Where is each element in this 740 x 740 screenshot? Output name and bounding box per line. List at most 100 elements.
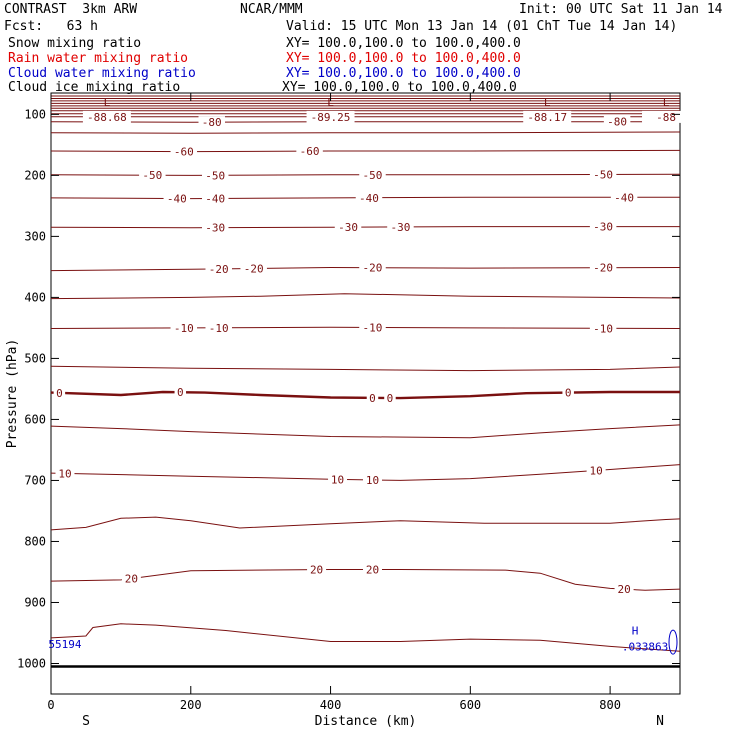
contour-label: -50 [205, 169, 225, 182]
contour-line--30.5 [50, 293, 681, 300]
legend-snow-label: Snow mixing ratio [8, 36, 142, 51]
contour-label: -10 [593, 322, 613, 335]
contour-label-bg [614, 583, 634, 596]
north-label: N [656, 714, 664, 729]
extremum-value: -88.17 [527, 111, 567, 124]
contour-labels: -80 -80-60 -60-50 -50 -50 -50-40 -40 -40 -40-30-… [53, 115, 638, 596]
contour-label-bg [170, 145, 198, 158]
contour-label: -80 [202, 116, 222, 129]
contour-label: -50 [142, 169, 162, 182]
contour-label-bg [589, 322, 617, 335]
y-tick-label: 600 [24, 412, 46, 426]
y-tick-label: 400 [24, 290, 46, 304]
contour-label: -20 [244, 263, 264, 276]
contour-label: 0 [56, 387, 63, 400]
contour-label: -40 [167, 192, 187, 205]
y-tick-label: 200 [24, 168, 46, 182]
contour-line--60 [50, 149, 681, 153]
contour-label-bg [603, 115, 631, 128]
contour-label: 20 [366, 564, 379, 577]
y-axis-title: Pressure (hPa) [5, 339, 20, 449]
model-title: CONTRAST 3km ARW [4, 2, 138, 17]
y-tick-label: 500 [24, 351, 46, 365]
contour-line--5 [50, 365, 681, 372]
contour-label-bg [53, 386, 66, 399]
contour-label: -40 [205, 192, 225, 205]
contour-line--40 [50, 196, 680, 200]
contour-label: -30 [338, 221, 358, 234]
contour-label: -30 [391, 221, 411, 234]
extremum-label-bg [82, 110, 131, 123]
x-tick-label: 200 [180, 698, 202, 712]
contour-label: 10 [331, 473, 344, 486]
contour-label: -20 [593, 262, 613, 275]
contour-label: -50 [593, 168, 613, 181]
cloud-extremum-value: 55194 [48, 638, 81, 651]
contour-label-bg [359, 261, 386, 274]
contour-line--70 [50, 131, 681, 134]
extremum-label-bg [523, 110, 572, 123]
contour-label: 0 [369, 392, 376, 405]
contour-label-bg [328, 473, 348, 486]
contour-label: 10 [58, 467, 71, 480]
contour-label: -80 [607, 116, 627, 129]
contour-label-bg [55, 467, 75, 480]
extremum-value: -88 [656, 111, 676, 124]
legend-cloud-water-xy: XY= 100.0,100.0 to 100.0,400.0 [286, 66, 521, 81]
contour-label: 0 [387, 392, 394, 405]
contour-line-15 [50, 516, 681, 531]
x-tick-label: 400 [320, 698, 342, 712]
legend-rain-xy: XY= 100.0,100.0 to 100.0,400.0 [286, 51, 521, 66]
contour-label: 10 [366, 474, 379, 487]
contour-label-bg [201, 169, 229, 182]
contour-label-bg [240, 262, 267, 275]
contour-label: 0 [177, 386, 184, 399]
contour-label: -50 [363, 169, 383, 182]
contour-label-bg [198, 116, 225, 129]
legend-cloud-water-label: Cloud water mixing ratio [8, 66, 196, 81]
extremum-kind: L [104, 96, 111, 109]
contour-label-bg [201, 221, 229, 234]
contour-label-bg [334, 221, 362, 234]
contour-label-bg [205, 321, 232, 334]
contour-label-bg [121, 572, 141, 585]
contour-label-bg [366, 391, 379, 404]
contour-label: -40 [359, 192, 379, 205]
contour-label-bg [562, 386, 574, 399]
contour-label-bg [307, 563, 327, 576]
contour-label: -20 [363, 262, 383, 275]
y-tick-label: 1000 [17, 656, 46, 670]
contour-label-bg [163, 192, 191, 205]
contour-label-bg [355, 191, 383, 204]
extremum-label-bg [306, 110, 355, 123]
x-tick-label: 800 [599, 698, 621, 712]
contour-label-bg [359, 168, 386, 181]
contour-label-bg [387, 220, 414, 233]
legend-cloud-ice-label: Cloud ice mixing ratio [8, 80, 181, 95]
y-tick-label: 800 [24, 534, 46, 548]
contour-label-bg [170, 321, 198, 334]
upper-contours [51, 95, 680, 118]
contour-line--20 [50, 266, 681, 272]
contour-label-bg [296, 145, 323, 158]
contour-label-bg [201, 192, 229, 205]
contour-line--80 [50, 121, 680, 123]
contour-line-5 [50, 424, 681, 439]
contour-label-bg [589, 168, 617, 181]
contour-line--30 [50, 226, 680, 229]
extremum-kind: L [327, 96, 334, 109]
y-tick-label: 100 [24, 107, 46, 121]
x-tick-label: 600 [459, 698, 481, 712]
contour-label: -40 [614, 191, 634, 204]
contour-label: -60 [300, 145, 320, 158]
x-axis-title: Distance (km) [315, 714, 417, 729]
valid-time: Valid: 15 UTC Mon 13 Jan 14 (01 ChT Tue … [286, 19, 678, 34]
contour-label-bg [359, 321, 386, 334]
legend-snow-xy: XY= 100.0,100.0 to 100.0,400.0 [286, 36, 521, 51]
extremum-kind: L [544, 96, 551, 109]
cloud-extremum-value: .033863 [622, 640, 668, 653]
contour-label-bg [586, 464, 606, 477]
contour-label: -30 [593, 221, 613, 234]
contour-label-bg [362, 473, 382, 486]
